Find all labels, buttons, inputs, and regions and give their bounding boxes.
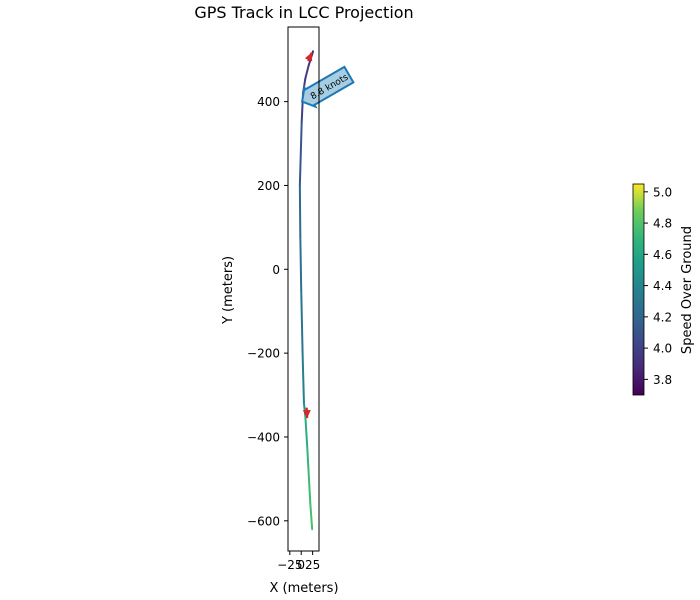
plot-area: 8.8 knots — [287, 26, 355, 552]
y-tick-label: −200 — [247, 347, 280, 361]
track-segment — [306, 444, 310, 472]
track-segment — [304, 64, 310, 80]
x-axis-label: X (meters) — [269, 581, 338, 596]
speed-annotation: 8.8 knots — [301, 65, 355, 109]
y-tick-label: 400 — [257, 95, 280, 109]
colorbar-label: Speed Over Ground — [680, 226, 695, 354]
direction-arrows — [302, 52, 313, 419]
x-axis: −250 25 — [277, 551, 320, 572]
colorbar: 3.8 4.0 4.2 4.4 4.6 4.8 5.0 Speed Over Ground — [632, 183, 695, 396]
y-axis: −600 −400 −200 0 200 400 — [247, 95, 288, 528]
chart-title: GPS Track in LCC Projection — [194, 3, 413, 22]
track-segment — [307, 469, 312, 506]
colorbar-tick-label: 5.0 — [653, 185, 672, 199]
y-tick-label: −400 — [247, 430, 280, 444]
colorbar-tick-label: 4.6 — [653, 248, 672, 262]
y-tick-label: −600 — [247, 514, 280, 528]
colorbar-tick-label: 3.8 — [653, 373, 672, 387]
plot-frame — [287, 26, 320, 552]
colorbar-tick-label: 4.8 — [653, 217, 672, 231]
track-segment — [300, 289, 304, 355]
y-tick-label: 200 — [257, 179, 280, 193]
colorbar-tick-label: 4.2 — [653, 310, 672, 324]
direction-arrow — [304, 52, 313, 62]
x-tick-label: 0 — [297, 558, 305, 572]
y-axis-label: Y (meters) — [221, 256, 236, 325]
y-tick-label: 0 — [272, 263, 280, 277]
colorbar-gradient — [632, 183, 645, 396]
colorbar-tick-label: 4.4 — [653, 279, 672, 293]
colorbar-ticks: 3.8 4.0 4.2 4.4 4.6 4.8 5.0 — [644, 185, 672, 387]
track-segment — [299, 234, 303, 292]
direction-arrow — [302, 407, 311, 419]
track-segment — [298, 121, 303, 187]
track-line — [298, 50, 315, 531]
colorbar-tick-label: 4.0 — [653, 342, 672, 356]
track-segment — [309, 503, 314, 531]
annotation-box: 8.8 knots — [301, 65, 355, 109]
x-tick-label: −25 — [277, 558, 302, 572]
x-tick-label: 25 — [305, 558, 320, 572]
track-segment — [301, 352, 305, 405]
track-segment — [304, 415, 309, 447]
